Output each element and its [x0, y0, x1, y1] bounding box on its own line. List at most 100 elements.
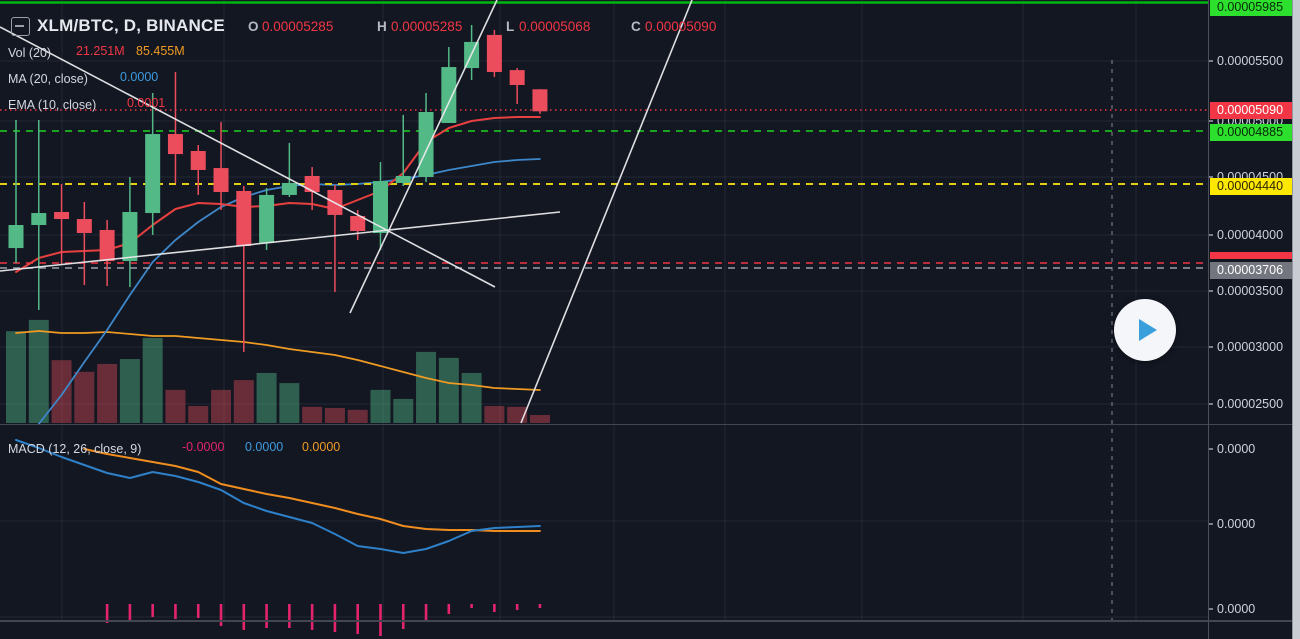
candle-down	[509, 70, 525, 86]
legend-row-volume[interactable]: Vol (20) 21.251M 85.455M	[8, 44, 185, 62]
alert-price-marker	[1210, 251, 1299, 259]
macd-histogram-bar	[151, 604, 154, 617]
candle-up	[31, 213, 47, 226]
candle-up	[395, 175, 411, 183]
macd-signal-value: 0.0000	[302, 440, 341, 454]
macd-histogram-bar	[493, 604, 496, 612]
volume-bar	[484, 406, 505, 423]
ema-value: 0.0001	[127, 96, 166, 110]
candle-up	[418, 112, 434, 177]
volume-bar	[302, 406, 323, 423]
macd-histogram-bar	[219, 604, 223, 626]
volume-bar	[6, 331, 26, 423]
trendline	[0, 211, 561, 272]
trendline	[520, 0, 693, 424]
legend-row-ma[interactable]: MA (20, close) 0.0000	[8, 70, 158, 88]
ohlc-open-value: 0.00005285	[262, 19, 334, 34]
candle-down	[54, 212, 70, 220]
macd-histogram-bar	[265, 604, 268, 628]
symbol-title: XLM/BTC, D, BINANCE	[37, 16, 225, 35]
candle-up	[145, 134, 161, 214]
price-axis-label: 0.00004000	[1217, 228, 1284, 242]
volume-bar	[97, 363, 118, 423]
play-icon	[1139, 319, 1157, 341]
macd-histogram-bar	[128, 604, 132, 622]
candle-up	[281, 182, 297, 195]
volume-bar	[279, 383, 300, 423]
ohlc-high-label: H	[377, 19, 387, 34]
macd-histogram-bar	[242, 604, 246, 630]
axis-tick	[1209, 523, 1213, 525]
ohlc-low-value: 0.00005068	[519, 19, 591, 34]
volume-bar	[119, 359, 140, 423]
volume-ma-line	[15, 330, 541, 391]
macd-line-value: 0.0000	[245, 440, 284, 454]
volume-bar	[74, 371, 95, 423]
volume-bar	[188, 406, 209, 423]
macd-histogram-bar	[196, 604, 200, 618]
volume-bar	[370, 389, 391, 423]
volume-indicator-label: Vol (20)	[8, 46, 52, 60]
macd-line	[15, 439, 541, 554]
axis-tick	[1209, 608, 1213, 610]
macd-indicator-label: MACD (12, 26, close, 9)	[8, 442, 142, 456]
candle-down	[486, 34, 502, 73]
macd-histogram-bar	[105, 604, 109, 623]
volume-bar	[256, 372, 277, 423]
macd-histogram-bar	[447, 604, 451, 614]
ma-indicator-label: MA (20, close)	[8, 72, 88, 86]
vertical-scrollbar[interactable]	[1292, 0, 1300, 639]
macd-histogram-bar	[470, 604, 473, 608]
volume-bar	[233, 380, 254, 423]
candle-up	[372, 181, 388, 234]
volume-bar	[51, 360, 72, 423]
price-axis-chip: 0.00004440	[1210, 177, 1299, 195]
candle-down	[190, 150, 206, 170]
ohlc-high-value: 0.00005285	[391, 19, 463, 34]
price-axis-chip: 0.00005985	[1210, 0, 1299, 16]
legend-collapse-icon[interactable]	[11, 17, 30, 36]
candle-down	[167, 134, 183, 155]
candle-down	[350, 215, 366, 231]
price-axis-chip: 0.00004885	[1210, 123, 1299, 141]
price-axis-label: 0.00005500	[1217, 54, 1284, 68]
axis-tick	[1209, 234, 1213, 236]
volume-bar	[324, 407, 345, 423]
time-axis[interactable]	[0, 621, 1292, 639]
price-axis-label: 0.00003000	[1217, 340, 1284, 354]
axis-tick	[1209, 60, 1213, 62]
legend-row-macd[interactable]: MACD (12, 26, close, 9) -0.0000 0.0000 0…	[8, 440, 340, 458]
minus-icon	[15, 25, 24, 27]
volume-current-value: 21.251M	[76, 44, 125, 58]
axis-tick	[1209, 176, 1213, 178]
macd-histogram-value: -0.0000	[182, 440, 225, 454]
volume-bar	[211, 389, 232, 423]
macd-histogram-bar	[310, 604, 314, 630]
candle-down	[99, 229, 115, 262]
volume-bar	[393, 398, 414, 423]
volume-bar	[142, 337, 163, 423]
candle-up	[122, 212, 138, 262]
volume-bar	[461, 372, 482, 423]
macd-signal-line	[83, 448, 541, 532]
macd-histogram-bar	[356, 604, 359, 634]
axis-tick	[1209, 290, 1213, 292]
price-axis[interactable]: 0.000055000.000050000.000045000.00004000…	[1208, 0, 1300, 639]
ohlc-close-value: 0.00005090	[645, 19, 717, 34]
volume-bar	[28, 319, 49, 423]
trendline	[0, 26, 496, 288]
macd-histogram-bar	[174, 604, 177, 619]
macd-histogram-bar	[424, 604, 428, 621]
ohlc-low-label: L	[506, 19, 515, 34]
volume-ma-value: 85.455M	[136, 44, 185, 58]
candle-down	[76, 219, 92, 234]
replay-play-button[interactable]	[1114, 299, 1176, 361]
price-axis-label: 0.00003500	[1217, 284, 1284, 298]
volume-bar	[438, 357, 459, 423]
candle-up	[259, 194, 275, 243]
price-axis-chip: 0.00003706	[1210, 261, 1299, 279]
ma-value: 0.0000	[120, 70, 159, 84]
macd-histogram-bar	[288, 604, 291, 628]
legend-row-ema[interactable]: EMA (10, close) 0.0001	[8, 96, 165, 114]
